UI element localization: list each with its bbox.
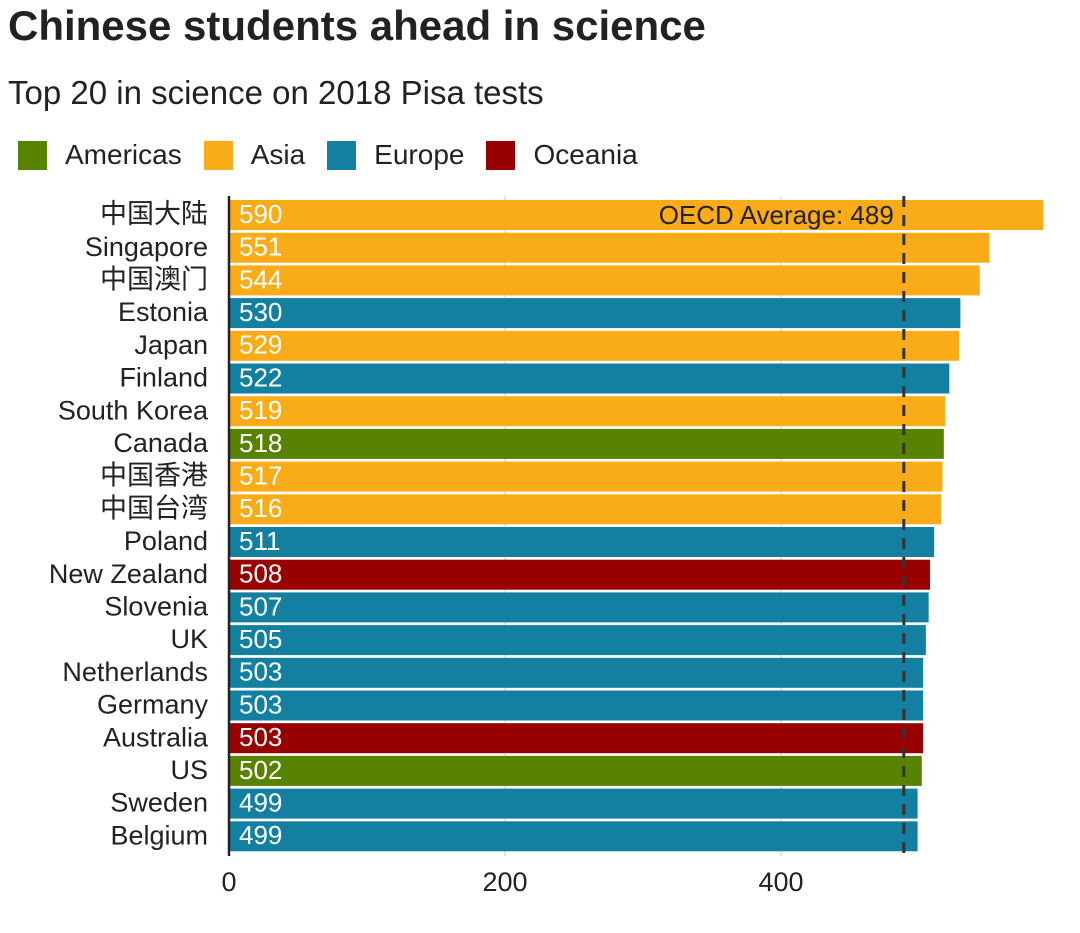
legend-swatch-americas	[18, 140, 47, 170]
x-tick-label-200: 200	[482, 867, 527, 897]
bar-japan-4	[229, 330, 960, 361]
bar-new-zealand-11	[229, 559, 931, 590]
value-label-uk-13: 505	[239, 624, 282, 654]
category-label-singapore-1: Singapore	[85, 232, 208, 262]
bar-netherlands-14	[229, 657, 924, 688]
x-tick-label-400: 400	[758, 867, 803, 897]
value-label-estonia-3: 530	[239, 297, 282, 327]
value-label-item-0: 590	[239, 199, 282, 229]
bar-item-0	[229, 200, 1044, 230]
category-label-japan-4: Japan	[134, 330, 208, 360]
value-label-us-17: 502	[239, 755, 282, 785]
legend-item-europe: Europe	[327, 139, 464, 171]
legend-label-americas: Americas	[65, 139, 182, 170]
chart-subtitle: Top 20 in science on 2018 Pisa tests	[8, 74, 544, 111]
legend-swatch-oceania	[486, 140, 516, 170]
legend-label-europe: Europe	[374, 139, 465, 170]
axis-layer: 0 200 400	[221, 196, 804, 897]
value-label-slovenia-12: 507	[239, 591, 282, 621]
category-labels: 中国大陆Singapore中国澳门EstoniaJapanFinlandSout…	[49, 199, 209, 850]
bar-sweden-18	[229, 788, 918, 819]
value-label-belgium-19: 499	[239, 820, 282, 850]
legend-swatch-asia	[203, 140, 233, 170]
value-label-germany-15: 503	[239, 689, 282, 719]
oecd-average-label: OECD Average: 489	[659, 200, 894, 230]
category-label-netherlands-14: Netherlands	[62, 657, 208, 687]
bar-south-korea-6	[229, 396, 946, 427]
category-label-item-2: 中国澳门	[100, 265, 208, 295]
legend-item-asia: Asia	[203, 139, 306, 171]
bar-item-9	[229, 494, 942, 525]
category-label-item-9: 中国台湾	[100, 493, 208, 523]
legend-item-americas: Americas	[18, 139, 182, 171]
category-label-canada-7: Canada	[113, 428, 209, 458]
value-label-poland-10: 511	[239, 526, 280, 556]
category-label-germany-15: Germany	[97, 690, 209, 720]
bar-belgium-19	[229, 821, 918, 852]
category-label-us-17: US	[170, 755, 208, 785]
category-label-slovenia-12: Slovenia	[104, 592, 209, 622]
category-label-item-0: 中国大陆	[100, 199, 208, 229]
category-label-poland-10: Poland	[124, 526, 208, 556]
bars-layer: 5905515445305295225195185175165115085075…	[229, 199, 1044, 852]
chart-title: Chinese students ahead in science	[8, 2, 706, 49]
bar-canada-7	[229, 428, 944, 459]
category-label-belgium-19: Belgium	[110, 820, 208, 850]
category-label-item-8: 中国香港	[100, 461, 208, 491]
category-label-finland-5: Finland	[119, 363, 208, 393]
bar-finland-5	[229, 363, 950, 394]
value-label-japan-4: 529	[239, 330, 282, 360]
bar-item-8	[229, 461, 943, 492]
category-label-uk-13: UK	[170, 624, 208, 654]
bar-singapore-1	[229, 232, 990, 263]
value-label-item-2: 544	[239, 264, 282, 294]
value-label-netherlands-14: 503	[239, 657, 282, 687]
bar-australia-16	[229, 723, 924, 754]
value-label-sweden-18: 499	[239, 787, 282, 817]
value-label-australia-16: 503	[239, 722, 282, 752]
value-label-canada-7: 518	[239, 428, 282, 458]
bar-slovenia-12	[229, 592, 929, 623]
value-label-item-8: 517	[239, 460, 282, 490]
value-label-finland-5: 522	[239, 362, 282, 392]
bar-uk-13	[229, 625, 926, 656]
category-label-estonia-3: Estonia	[118, 297, 209, 327]
value-label-new-zealand-11: 508	[239, 559, 282, 589]
category-label-new-zealand-11: New Zealand	[49, 559, 208, 589]
category-label-south-korea-6: South Korea	[58, 395, 209, 425]
bar-us-17	[229, 755, 922, 786]
legend-label-asia: Asia	[250, 139, 306, 170]
value-label-item-9: 516	[239, 493, 282, 523]
category-label-australia-16: Australia	[103, 722, 209, 752]
bar-estonia-3	[229, 298, 961, 329]
legend: Americas Asia Europe Oceania	[18, 138, 660, 172]
category-label-sweden-18: Sweden	[110, 788, 208, 818]
bar-item-2	[229, 265, 980, 296]
legend-item-oceania: Oceania	[486, 139, 638, 171]
bar-poland-10	[229, 527, 935, 557]
x-tick-label-0: 0	[221, 867, 236, 897]
reference-layer: OECD Average: 489	[659, 196, 906, 856]
value-label-singapore-1: 551	[239, 232, 282, 262]
value-label-south-korea-6: 519	[239, 395, 282, 425]
bar-germany-15	[229, 690, 924, 721]
legend-label-oceania: Oceania	[533, 139, 638, 170]
legend-swatch-europe	[327, 140, 357, 170]
